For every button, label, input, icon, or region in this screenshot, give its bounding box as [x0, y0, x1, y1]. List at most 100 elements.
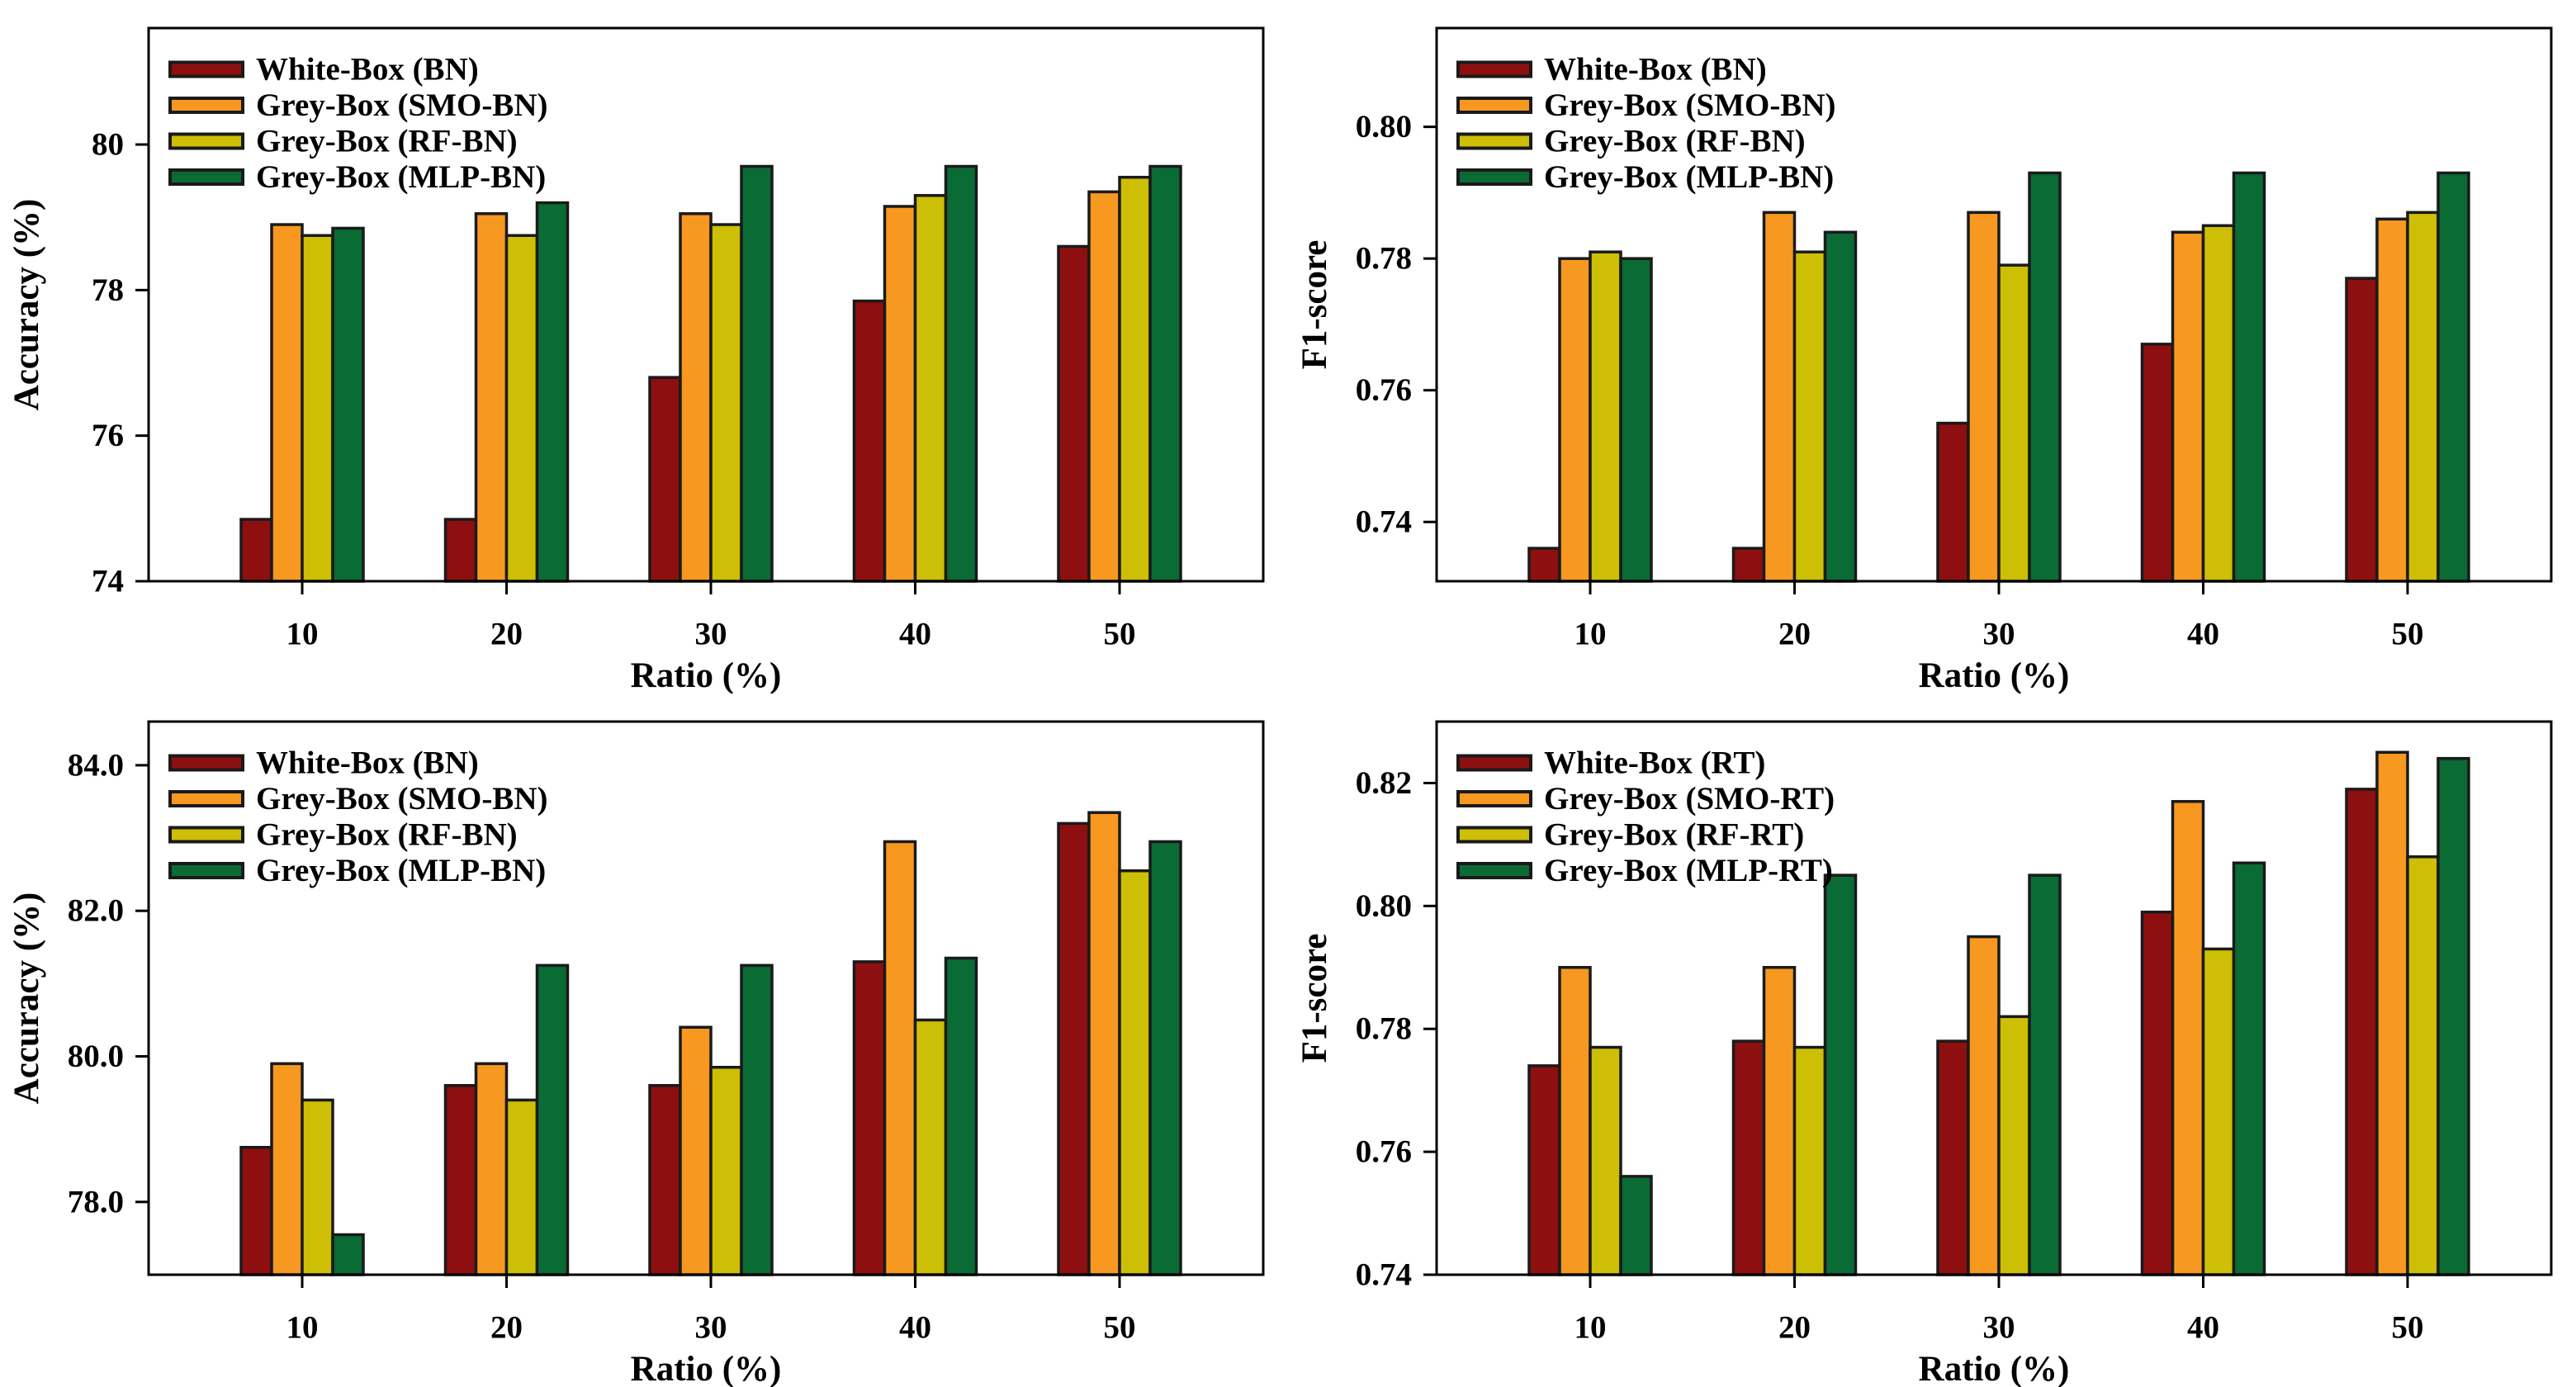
- bar-rf-ratio-40: [913, 1018, 948, 1276]
- bar-white_box-ratio-30: [1936, 421, 1970, 583]
- bar-smo-ratio-40: [883, 205, 917, 583]
- legend-swatch-mlp: [1456, 168, 1532, 186]
- bar-smo-ratio-50: [1087, 190, 1121, 583]
- legend-label-white_box: White-Box (BN): [256, 52, 479, 88]
- legend-swatch-smo: [1456, 790, 1532, 807]
- bar-smo-ratio-50: [2375, 217, 2409, 583]
- x-tick-label: 20: [1778, 617, 1811, 652]
- legend-label-rf: Grey-Box (RF-BN): [256, 817, 518, 853]
- bar-white_box-ratio-50: [1057, 244, 1091, 583]
- bar-smo-ratio-10: [270, 223, 304, 583]
- legend-swatch-rf: [168, 826, 244, 844]
- bar-mlp-ratio-30: [2028, 873, 2062, 1276]
- y-tick-label: 0.76: [1356, 372, 1412, 408]
- bar-white_box-ratio-30: [648, 1084, 682, 1276]
- chart-f1-bn-canvas: 10 20 30 40 50 0.74 0.76 0.78 0.80 Ratio (%) F1-sc…: [1295, 26, 2553, 694]
- x-tick-label: 40: [2187, 617, 2219, 652]
- legend-label-smo: Grey-Box (SMO-BN): [256, 88, 547, 123]
- legend-label-mlp: Grey-Box (MLP-RT): [1544, 853, 1833, 888]
- bar-smo-ratio-30: [679, 212, 713, 583]
- plot-box: [1435, 26, 2553, 583]
- bar-rf-ratio-10: [301, 1098, 334, 1276]
- bar-rf-ratio-20: [1792, 250, 1827, 583]
- bar-mlp-ratio-20: [1823, 873, 1858, 1276]
- bar-smo-ratio-10: [1558, 966, 1592, 1276]
- legend-label-rf: Grey-Box (RF-BN): [256, 124, 518, 159]
- bar-white_box-ratio-50: [2345, 277, 2379, 583]
- bar-white_box-ratio-40: [2140, 911, 2175, 1276]
- legend-label-smo: Grey-Box (SMO-BN): [1544, 88, 1835, 123]
- plot-box: [147, 720, 1265, 1276]
- bar-mlp-ratio-50: [2436, 756, 2470, 1276]
- bar-mlp-ratio-40: [944, 164, 978, 583]
- legend-swatch-mlp: [168, 168, 244, 186]
- bar-rf-ratio-20: [504, 234, 539, 583]
- bar-rf-ratio-10: [1589, 250, 1622, 583]
- bar-mlp-ratio-30: [740, 963, 774, 1276]
- bar-smo-ratio-50: [1087, 811, 1121, 1276]
- y-axis-title: F1-score: [1295, 240, 1334, 370]
- legend-swatch-mlp: [1456, 862, 1532, 879]
- x-tick-label: 40: [899, 617, 931, 652]
- x-tick-label: 20: [490, 1310, 523, 1346]
- y-tick-label: 82.0: [68, 893, 124, 929]
- bar-smo-ratio-40: [883, 840, 917, 1276]
- x-tick-label: 40: [899, 1310, 931, 1346]
- y-tick-label: 74: [92, 564, 124, 599]
- y-tick-label: 0.76: [1356, 1134, 1412, 1170]
- bar-rf-ratio-30: [1997, 263, 2031, 583]
- bar-white_box-ratio-40: [2140, 343, 2175, 583]
- bar-mlp-ratio-50: [1148, 840, 1182, 1276]
- chart-f1-rt-panel: 10 20 30 40 50 0.74 0.76 0.78 0.80 0.82 Ratio (%) F…: [1288, 694, 2576, 1387]
- y-tick-label: 0.82: [1356, 765, 1412, 801]
- bar-smo-ratio-10: [1558, 257, 1592, 583]
- x-axis-title: Ratio (%): [631, 1350, 782, 1387]
- y-tick-label: 78: [92, 272, 124, 308]
- bar-rf-ratio-50: [1118, 869, 1152, 1276]
- bar-rf-ratio-10: [1589, 1045, 1622, 1276]
- y-tick-label: 76: [92, 418, 124, 453]
- bar-mlp-ratio-40: [944, 956, 978, 1276]
- bar-white_box-ratio-20: [443, 1084, 478, 1276]
- bar-mlp-ratio-30: [740, 164, 774, 583]
- bar-rf-ratio-10: [301, 234, 334, 583]
- x-tick-label: 30: [1983, 617, 2015, 652]
- bar-white_box-ratio-50: [1057, 821, 1091, 1276]
- x-tick-label: 10: [1574, 1310, 1607, 1346]
- bar-white_box-ratio-10: [239, 518, 273, 583]
- legend-label-rf: Grey-Box (RF-RT): [1544, 817, 1804, 853]
- bar-rf-ratio-40: [913, 194, 948, 583]
- y-tick-label: 0.80: [1356, 109, 1412, 144]
- bar-rf-ratio-20: [504, 1098, 539, 1276]
- legend-swatch-white_box: [1456, 754, 1532, 772]
- x-tick-label: 50: [1104, 617, 1136, 652]
- legend-swatch-mlp: [168, 862, 244, 879]
- x-axis-title: Ratio (%): [631, 656, 782, 694]
- y-axis-title: Accuracy (%): [7, 892, 46, 1105]
- bar-mlp-ratio-50: [2436, 171, 2470, 583]
- bar-mlp-ratio-40: [2232, 861, 2266, 1276]
- bar-mlp-ratio-20: [535, 201, 570, 583]
- y-tick-label: 84.0: [68, 747, 124, 783]
- y-tick-label: 0.80: [1356, 888, 1412, 924]
- bar-mlp-ratio-10: [331, 1233, 365, 1276]
- bar-mlp-ratio-20: [1823, 230, 1858, 583]
- bar-smo-ratio-40: [2171, 800, 2205, 1276]
- bar-white_box-ratio-20: [443, 518, 478, 583]
- bar-smo-ratio-30: [1967, 211, 2001, 583]
- chart-accuracy-bn-canvas: 10 20 30 40 50 74 76 78 80 Ratio (%) Accuracy (%) W…: [7, 26, 1265, 694]
- x-tick-label: 40: [2187, 1310, 2219, 1346]
- chart-accuracy-bn-2-canvas: 10 20 30 40 50 78.0 80.0 82.0 84.0 Ratio (%) Accur…: [7, 720, 1265, 1387]
- y-tick-label: 80.0: [68, 1039, 124, 1074]
- bar-mlp-ratio-10: [1619, 1175, 1653, 1276]
- chart-f1-rt-canvas: 10 20 30 40 50 0.74 0.76 0.78 0.80 0.82 Ratio (%) F…: [1295, 720, 2553, 1387]
- bar-smo-ratio-50: [2375, 750, 2409, 1276]
- legend-label-white_box: White-Box (BN): [256, 746, 479, 781]
- bar-rf-ratio-30: [1997, 1015, 2031, 1276]
- x-tick-label: 50: [2392, 617, 2424, 652]
- bar-rf-ratio-30: [709, 223, 743, 583]
- bar-white_box-ratio-50: [2345, 788, 2379, 1276]
- legend-swatch-white_box: [168, 754, 244, 772]
- legend-label-mlp: Grey-Box (MLP-BN): [1544, 159, 1834, 195]
